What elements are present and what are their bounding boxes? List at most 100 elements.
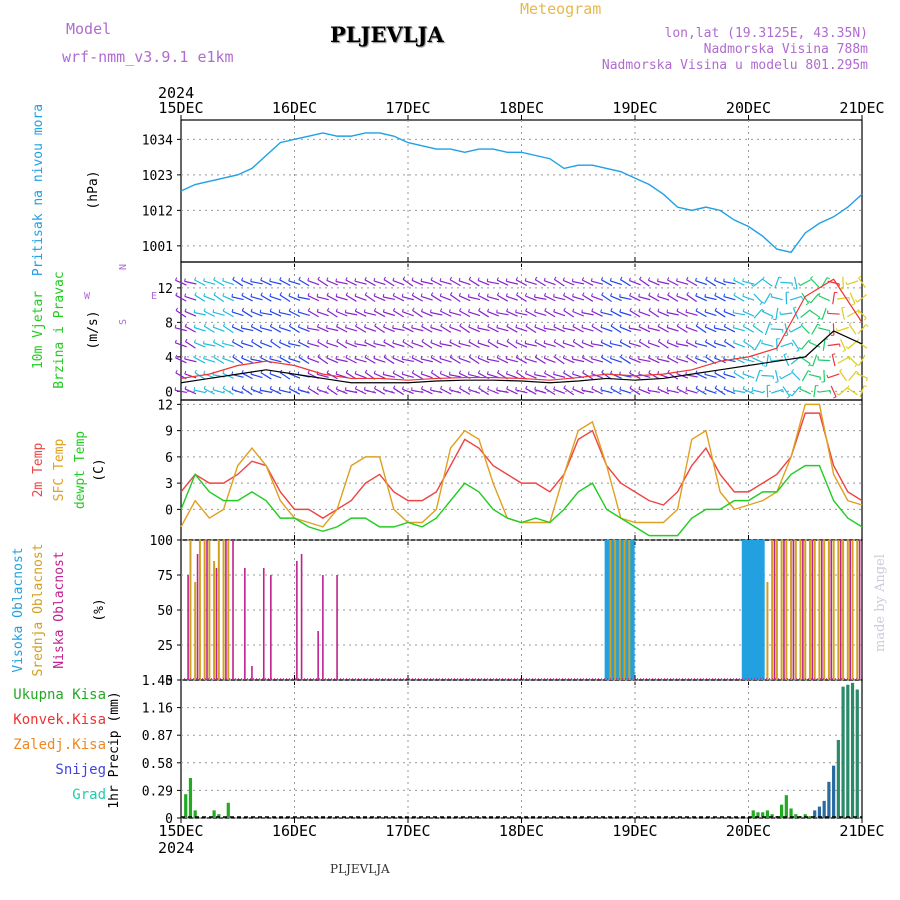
wind-barb xyxy=(449,326,462,332)
wind-barb-head xyxy=(184,370,187,375)
cloud-mid-bar xyxy=(203,540,206,680)
precip-legend-snow: Snijeg xyxy=(55,762,106,778)
wind-barb-head xyxy=(657,355,659,360)
wind-barb xyxy=(184,388,197,395)
wind-barb-head xyxy=(383,276,386,280)
temp-2m-line xyxy=(180,412,863,519)
wind-barb-head xyxy=(506,308,509,312)
y-tick-label: 0.87 xyxy=(142,729,173,744)
wind-barb-head xyxy=(279,354,282,358)
cloud-low-bar xyxy=(270,575,272,680)
wind-barb xyxy=(553,373,566,378)
wind-barb xyxy=(610,342,623,347)
wind-barb xyxy=(754,339,762,351)
wind-barb-head xyxy=(842,349,846,352)
wind-barb xyxy=(288,280,301,285)
y-tick-label: 1.16 xyxy=(142,702,173,717)
wind-barb xyxy=(793,276,798,289)
wind-barb xyxy=(506,358,518,363)
wind-barb-head xyxy=(506,323,509,327)
wind-barb-head xyxy=(288,277,291,282)
wind-barb-head xyxy=(250,323,254,327)
wind-barb xyxy=(770,296,783,301)
wind-barb xyxy=(458,280,471,286)
wind-barb xyxy=(184,280,197,285)
wind-barb xyxy=(392,372,405,380)
wind-barb-head xyxy=(732,339,735,343)
wind-barb xyxy=(515,389,528,394)
wind-barb xyxy=(591,325,603,333)
wind-barb xyxy=(620,356,631,365)
wind-barb xyxy=(563,357,575,364)
wind-barb xyxy=(288,388,301,395)
wind-barb-head xyxy=(732,324,735,328)
wind-barb-head xyxy=(335,386,338,390)
cloud-mid-bar xyxy=(832,540,835,680)
y-tick-label: 0 xyxy=(165,385,173,400)
wind-barb xyxy=(800,339,810,350)
wind-barb xyxy=(374,325,385,334)
wind-barb xyxy=(383,279,395,287)
wind-barb-head xyxy=(847,357,851,361)
wind-barb xyxy=(336,341,348,349)
x-tick-label-top: 15DEC xyxy=(158,99,203,117)
cloud-low-bar xyxy=(244,568,246,680)
wind-barb-head xyxy=(639,276,642,280)
wind-barb-head xyxy=(401,371,404,375)
wind-barb xyxy=(667,294,679,302)
wind-barb xyxy=(307,280,320,286)
precip-total-bar xyxy=(808,816,812,818)
wind-barb-head xyxy=(497,369,500,374)
wind-barb xyxy=(260,372,272,380)
wind-barb-head xyxy=(638,356,640,360)
wind-barb-head xyxy=(430,339,433,343)
wind-barb xyxy=(222,325,234,334)
wind-barb-head xyxy=(231,323,234,328)
wind-barb-head xyxy=(856,363,860,367)
wind-barb-head xyxy=(524,355,527,359)
wind-barb-head xyxy=(610,323,614,327)
wind-barb xyxy=(591,280,604,285)
wind-barb-head xyxy=(524,293,527,297)
wind-barb xyxy=(279,326,291,332)
wind-barb-head xyxy=(686,354,689,358)
wind-barb-head xyxy=(184,308,187,312)
cloud-mid-bar xyxy=(804,540,807,680)
wind-barb xyxy=(232,356,244,365)
wind-barb xyxy=(742,373,755,379)
wind-barb xyxy=(581,342,594,348)
wind-barb-head xyxy=(193,324,196,328)
wind-barb-head xyxy=(590,355,593,359)
wind-title-label: 10m Vjetar xyxy=(31,291,46,369)
wind-barb-head xyxy=(259,387,262,391)
wind-barb xyxy=(439,358,452,363)
wind-barb-head xyxy=(629,307,632,311)
wind-barb-head xyxy=(732,387,735,391)
wind-barb-head xyxy=(345,324,347,328)
wind-barb-head xyxy=(694,340,697,344)
wind-barb xyxy=(336,325,348,333)
wind-barb-head xyxy=(222,323,226,327)
wind-barb xyxy=(647,389,660,394)
wind-barb-head xyxy=(222,385,226,389)
cloud-high-bar xyxy=(748,540,753,680)
wind-barb-head xyxy=(288,323,292,327)
wind-barb-head xyxy=(203,308,206,312)
wind-barb-head xyxy=(213,292,217,296)
wind-barb-head xyxy=(232,339,235,343)
wind-barb-head xyxy=(496,292,500,296)
temp-unit-label: (C) xyxy=(92,458,107,481)
wind-barb-head xyxy=(440,323,443,327)
wind-barb-head xyxy=(572,323,575,327)
wind-barb-head xyxy=(231,293,234,298)
wind-barb-head xyxy=(619,308,622,313)
wind-barb-head xyxy=(364,339,367,343)
wind-barb-head xyxy=(458,355,461,359)
wind-barb xyxy=(392,327,405,332)
wind-barb-head xyxy=(865,324,869,327)
wind-barb-head xyxy=(486,293,489,297)
wind-barb-head xyxy=(686,292,689,296)
precip-total-bar xyxy=(212,810,216,818)
wind-barb xyxy=(213,294,225,303)
wind-barb xyxy=(610,357,622,363)
